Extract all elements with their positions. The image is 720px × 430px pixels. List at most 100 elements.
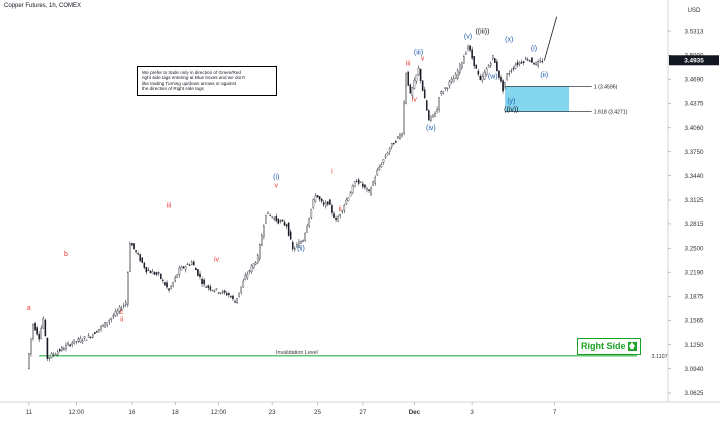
candle-body — [238, 292, 240, 297]
candle-body — [504, 81, 506, 88]
candle-body — [36, 327, 38, 335]
candle-body — [273, 217, 275, 220]
candle-body — [454, 73, 457, 79]
candle-body — [438, 97, 440, 110]
candle-body — [160, 273, 162, 279]
candle-body — [508, 72, 511, 75]
candle-body — [306, 225, 308, 233]
candle-body — [294, 248, 296, 250]
candle-body — [213, 290, 216, 292]
time-tick-label: 7 — [553, 409, 557, 416]
candle-body — [417, 67, 420, 76]
candle-body — [514, 64, 517, 69]
candle-body — [261, 235, 263, 246]
note-line: right side tags entering at Blue boxes a… — [142, 75, 245, 81]
candle-body — [77, 338, 80, 342]
candle-body — [197, 269, 199, 276]
candle-body — [267, 211, 269, 214]
candle-body — [174, 276, 177, 282]
candle-body — [446, 87, 449, 90]
right-side-label: Right Side — [581, 341, 626, 351]
candle-body — [473, 56, 475, 67]
plot-area — [0, 0, 668, 402]
candle-body — [316, 195, 319, 198]
fib-level-label: 1 (3.4596) — [594, 84, 618, 90]
candle-body — [329, 199, 331, 205]
candle-body — [353, 181, 356, 188]
candle-body — [234, 301, 236, 303]
candle-body — [131, 243, 133, 246]
candle-body — [434, 113, 436, 117]
wave-label: c — [120, 309, 124, 316]
candle-body — [380, 164, 383, 168]
candle-body — [368, 189, 370, 191]
wave-label: (v) — [464, 33, 472, 40]
candle-body — [463, 56, 465, 64]
candle-body — [378, 166, 381, 170]
wave-label: b — [64, 251, 68, 258]
candle-body — [320, 198, 323, 202]
candle-body — [393, 142, 395, 145]
candle-body — [405, 73, 407, 104]
candle-body — [94, 332, 96, 334]
note-line: We prefer to trade only in direction of … — [142, 70, 241, 75]
candle-body — [83, 336, 86, 339]
price-tick-label: 3.2190 — [685, 269, 704, 276]
candle-body — [310, 208, 313, 218]
candle-body — [250, 265, 253, 273]
candle-body — [349, 192, 352, 197]
candle-body — [362, 183, 364, 187]
invalidation-price: 3.1107 — [652, 354, 668, 360]
candle-body — [65, 344, 67, 349]
wave-label: (iv) — [426, 125, 436, 132]
wave-label: iii — [406, 60, 411, 67]
candle-body — [357, 179, 360, 184]
candle-body — [458, 63, 461, 73]
buy-zone-box — [505, 86, 570, 112]
candle-body — [287, 222, 290, 236]
candle-body — [221, 290, 224, 294]
price-tick-label: 3.2815 — [685, 221, 704, 228]
candle-body — [135, 250, 137, 252]
candle-body — [343, 204, 346, 211]
candle-body — [30, 338, 32, 355]
time-tick-label: 12:00 — [69, 409, 85, 416]
candle-body — [475, 64, 478, 69]
candle-body — [327, 201, 329, 205]
candle-body — [188, 264, 191, 266]
candle-body — [450, 78, 453, 82]
candle-body — [151, 271, 154, 274]
candle-body — [44, 319, 47, 337]
candle-body — [337, 216, 339, 222]
candle-body — [217, 292, 220, 294]
candle-body — [304, 232, 306, 241]
wave-label: iii — [167, 202, 172, 209]
candle-body — [510, 70, 513, 72]
time-tick-label: 12:00 — [211, 409, 227, 416]
wave-label: v — [275, 182, 279, 189]
candle-body — [147, 269, 150, 271]
wave-label: (x) — [505, 36, 513, 43]
candle-body — [485, 68, 488, 76]
candle-body — [388, 148, 391, 152]
candle-body — [516, 62, 519, 66]
candle-body — [232, 295, 234, 299]
candle-body — [201, 278, 203, 284]
candle-body — [312, 199, 315, 208]
time-tick-label: 16 — [129, 409, 136, 416]
price-tick-label: 3.0940 — [685, 366, 704, 373]
candle-body — [87, 335, 90, 338]
candle-body — [467, 46, 469, 49]
candle-body — [291, 242, 294, 250]
candle-body — [423, 89, 426, 99]
wave-label: (ii) — [540, 72, 548, 79]
candle-body — [38, 333, 40, 340]
candle-body — [281, 219, 284, 222]
candle-body — [456, 70, 459, 79]
candle-body — [533, 63, 535, 65]
candle-body — [256, 255, 259, 264]
wave-label: ((iv)) — [504, 107, 518, 114]
candle-body — [215, 288, 218, 290]
wave-label: iv — [412, 97, 418, 104]
